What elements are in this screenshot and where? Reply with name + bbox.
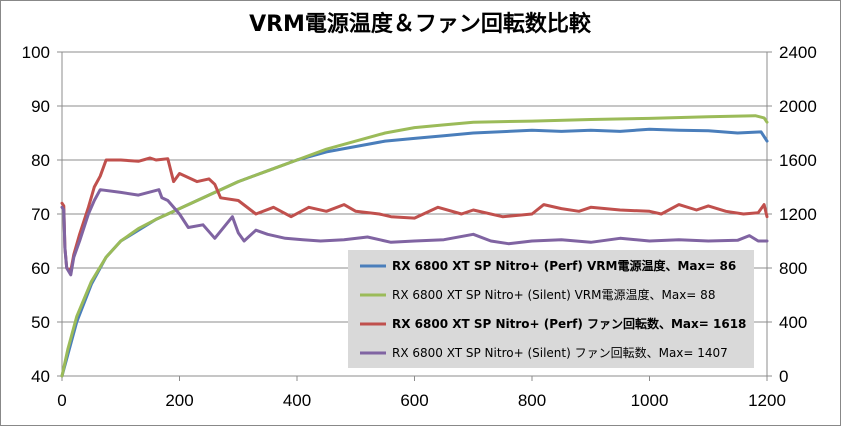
- x-axis: 0 200 400 600 800 1000 1200: [57, 376, 786, 410]
- y2-tick-label: 2400: [779, 43, 817, 62]
- x-tick-label: 200: [165, 391, 193, 410]
- legend-label-4: RX 6800 XT SP Nitro+ (Silent) ファン回転数、Max…: [392, 345, 728, 360]
- legend-label-1: RX 6800 XT SP Nitro+ (Perf) VRM電源温度、Max=…: [392, 258, 736, 273]
- y2-tick-label: 400: [779, 313, 807, 332]
- y-tick-label: 80: [31, 151, 50, 170]
- x-tick-label: 1200: [748, 391, 786, 410]
- y2-tick-label: 1600: [779, 151, 817, 170]
- y2-tick-label: 1200: [779, 205, 817, 224]
- y-axis-right: 0 400 800 1200 1600 2000 2400: [767, 43, 817, 386]
- series-line-3: [60, 156, 769, 273]
- series-line-2: [60, 114, 769, 378]
- y-tick-label: 70: [31, 205, 50, 224]
- y2-tick-label: 0: [779, 367, 788, 386]
- chart-title: VRM電源温度＆ファン回転数比較: [249, 11, 592, 37]
- y-tick-label: 60: [31, 259, 50, 278]
- y-tick-label: 90: [31, 97, 50, 116]
- y-tick-label: 100: [22, 43, 50, 62]
- y-tick-label: 40: [31, 367, 50, 386]
- x-tick-label: 0: [57, 391, 66, 410]
- series-group: [60, 114, 769, 378]
- legend-label-3: RX 6800 XT SP Nitro+ (Perf) ファン回転数、Max= …: [392, 316, 746, 331]
- legend: RX 6800 XT SP Nitro+ (Perf) VRM電源温度、Max=…: [348, 250, 754, 368]
- x-tick-label: 400: [283, 391, 311, 410]
- x-tick-label: 1000: [631, 391, 669, 410]
- legend-label-2: RX 6800 XT SP Nitro+ (Silent) VRM電源温度、Ma…: [392, 287, 715, 302]
- x-tick-label: 600: [400, 391, 428, 410]
- series-line-4: [60, 188, 769, 277]
- y-tick-label: 50: [31, 313, 50, 332]
- y-axis-left: 40 50 60 70 80 90 100: [22, 43, 62, 386]
- y2-tick-label: 800: [779, 259, 807, 278]
- legend-background: [348, 250, 754, 368]
- y2-tick-label: 2000: [779, 97, 817, 116]
- x-tick-label: 800: [518, 391, 546, 410]
